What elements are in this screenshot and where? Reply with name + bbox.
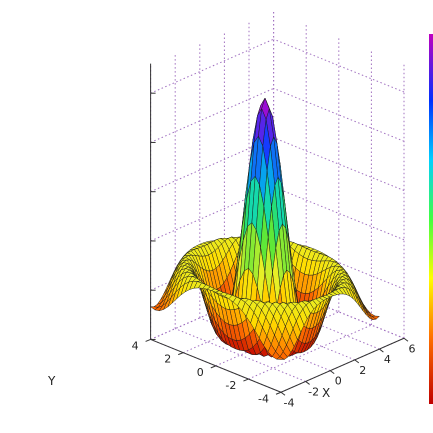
x-tick-mark — [403, 337, 409, 342]
y-tick-label: -4 — [258, 392, 269, 405]
x-tick-label: -4 — [284, 396, 295, 409]
y-tick-label: 0 — [197, 366, 204, 379]
x-tick-label: -2 — [308, 385, 319, 398]
grid-line — [273, 87, 405, 142]
y-tick-label: 4 — [132, 339, 139, 352]
y-tick-mark — [210, 365, 216, 369]
y-tick-mark — [178, 352, 184, 356]
x-tick-mark — [305, 381, 310, 385]
grid-line — [150, 38, 274, 94]
x-axis-line — [280, 337, 405, 393]
surface-patch — [276, 356, 285, 360]
tick-labels: -4 -2 0 2 4 6 -4 -2 0 2 4 — [132, 339, 416, 409]
grid-line — [273, 186, 405, 241]
y-tick-mark — [275, 391, 282, 395]
x-axis-label: X — [322, 386, 330, 400]
x-tick-mark — [354, 359, 360, 364]
grid-line — [175, 328, 306, 382]
y-tick-label: -2 — [225, 379, 236, 392]
x-tick-label: 2 — [359, 364, 366, 377]
x-tick-label: 0 — [335, 375, 342, 388]
y-tick-label: 2 — [164, 353, 171, 366]
y-tick-mark — [145, 338, 151, 342]
x-tick-mark — [280, 391, 286, 396]
colorbar — [429, 34, 433, 404]
grid-line — [273, 38, 405, 93]
surface-mesh — [150, 97, 380, 360]
x-tick-mark — [329, 370, 335, 375]
x-tick-label: 6 — [409, 342, 416, 355]
y-tick-mark — [243, 378, 249, 382]
grid-line — [273, 137, 405, 191]
x-tick-label: 4 — [384, 353, 391, 366]
y-axis-label: Y — [47, 374, 56, 388]
axes — [145, 63, 409, 396]
x-tick-mark — [379, 348, 384, 353]
